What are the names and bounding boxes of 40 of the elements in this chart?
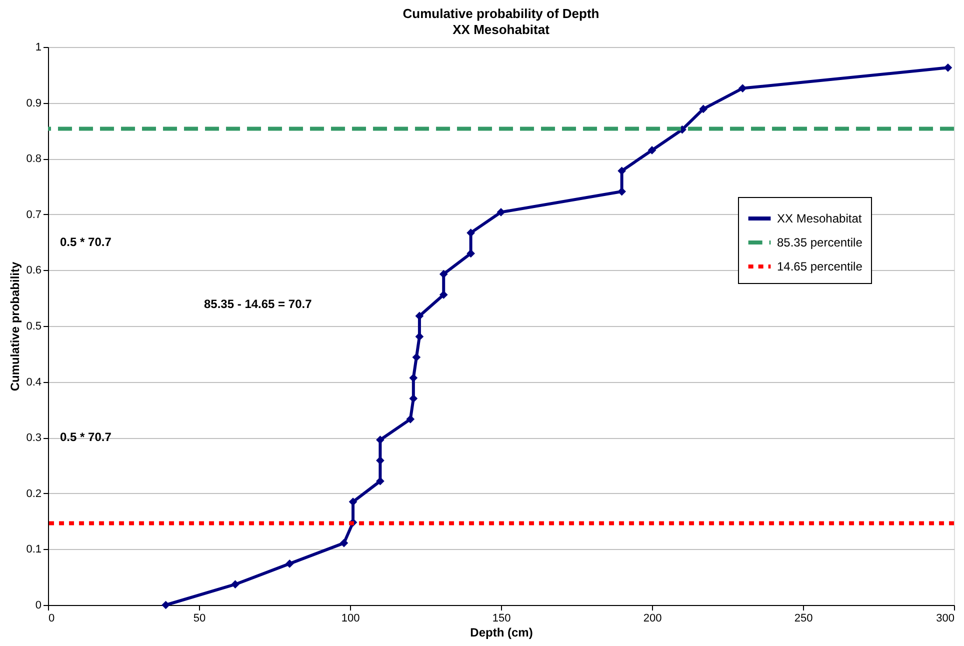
x-tick-label: 100 [341, 612, 360, 624]
x-tick-label: 0 [48, 612, 55, 624]
y-tick-label: 0.6 [26, 264, 42, 277]
y-axis-title: Cumulative probability [8, 262, 22, 392]
y-tick-label: 0.4 [26, 376, 42, 388]
chart-subtitle: XX Mesohabitat [452, 22, 550, 37]
x-tick-label: 150 [492, 612, 511, 624]
point [231, 580, 240, 589]
y-tick-label: 0.5 [26, 320, 42, 332]
point [699, 104, 708, 114]
x-tick-label: 300 [936, 612, 954, 624]
point [738, 84, 747, 92]
legend-label: 14.65 percentile [777, 260, 863, 274]
x-tick-label: 200 [643, 612, 662, 624]
annotation: 85.35 - 14.65 = 70.7 [204, 297, 312, 311]
point [496, 208, 506, 216]
y-tick-label: 0.1 [26, 544, 42, 556]
annotation: 0.5 * 70.7 [60, 430, 112, 444]
chart-title: Cumulative probability of Depth [402, 6, 600, 21]
annotation: 0.5 * 70.7 [60, 235, 112, 249]
y-tick-label: 0.2 [26, 488, 42, 500]
x-tick-label: 50 [193, 612, 206, 624]
y-tick-label: 0.7 [26, 208, 42, 221]
point [439, 290, 448, 299]
point [162, 600, 170, 610]
point [285, 560, 294, 568]
x-axis-title: Depth (cm) [470, 626, 533, 640]
legend-label: XX Mesohabitat [777, 212, 862, 226]
point [406, 415, 415, 424]
point [648, 146, 656, 154]
x-tick-label: 250 [794, 612, 813, 624]
point [466, 228, 475, 237]
legend-label: 85.35 percentile [777, 236, 863, 250]
point [340, 538, 348, 548]
y-tick-label: 0.9 [26, 97, 42, 110]
point [412, 353, 421, 362]
y-tick-label: 1 [35, 42, 42, 54]
y-tick-label: 0 [35, 600, 42, 612]
y-tick-label: 0.8 [26, 153, 42, 166]
y-tick-label: 0.3 [26, 432, 42, 444]
